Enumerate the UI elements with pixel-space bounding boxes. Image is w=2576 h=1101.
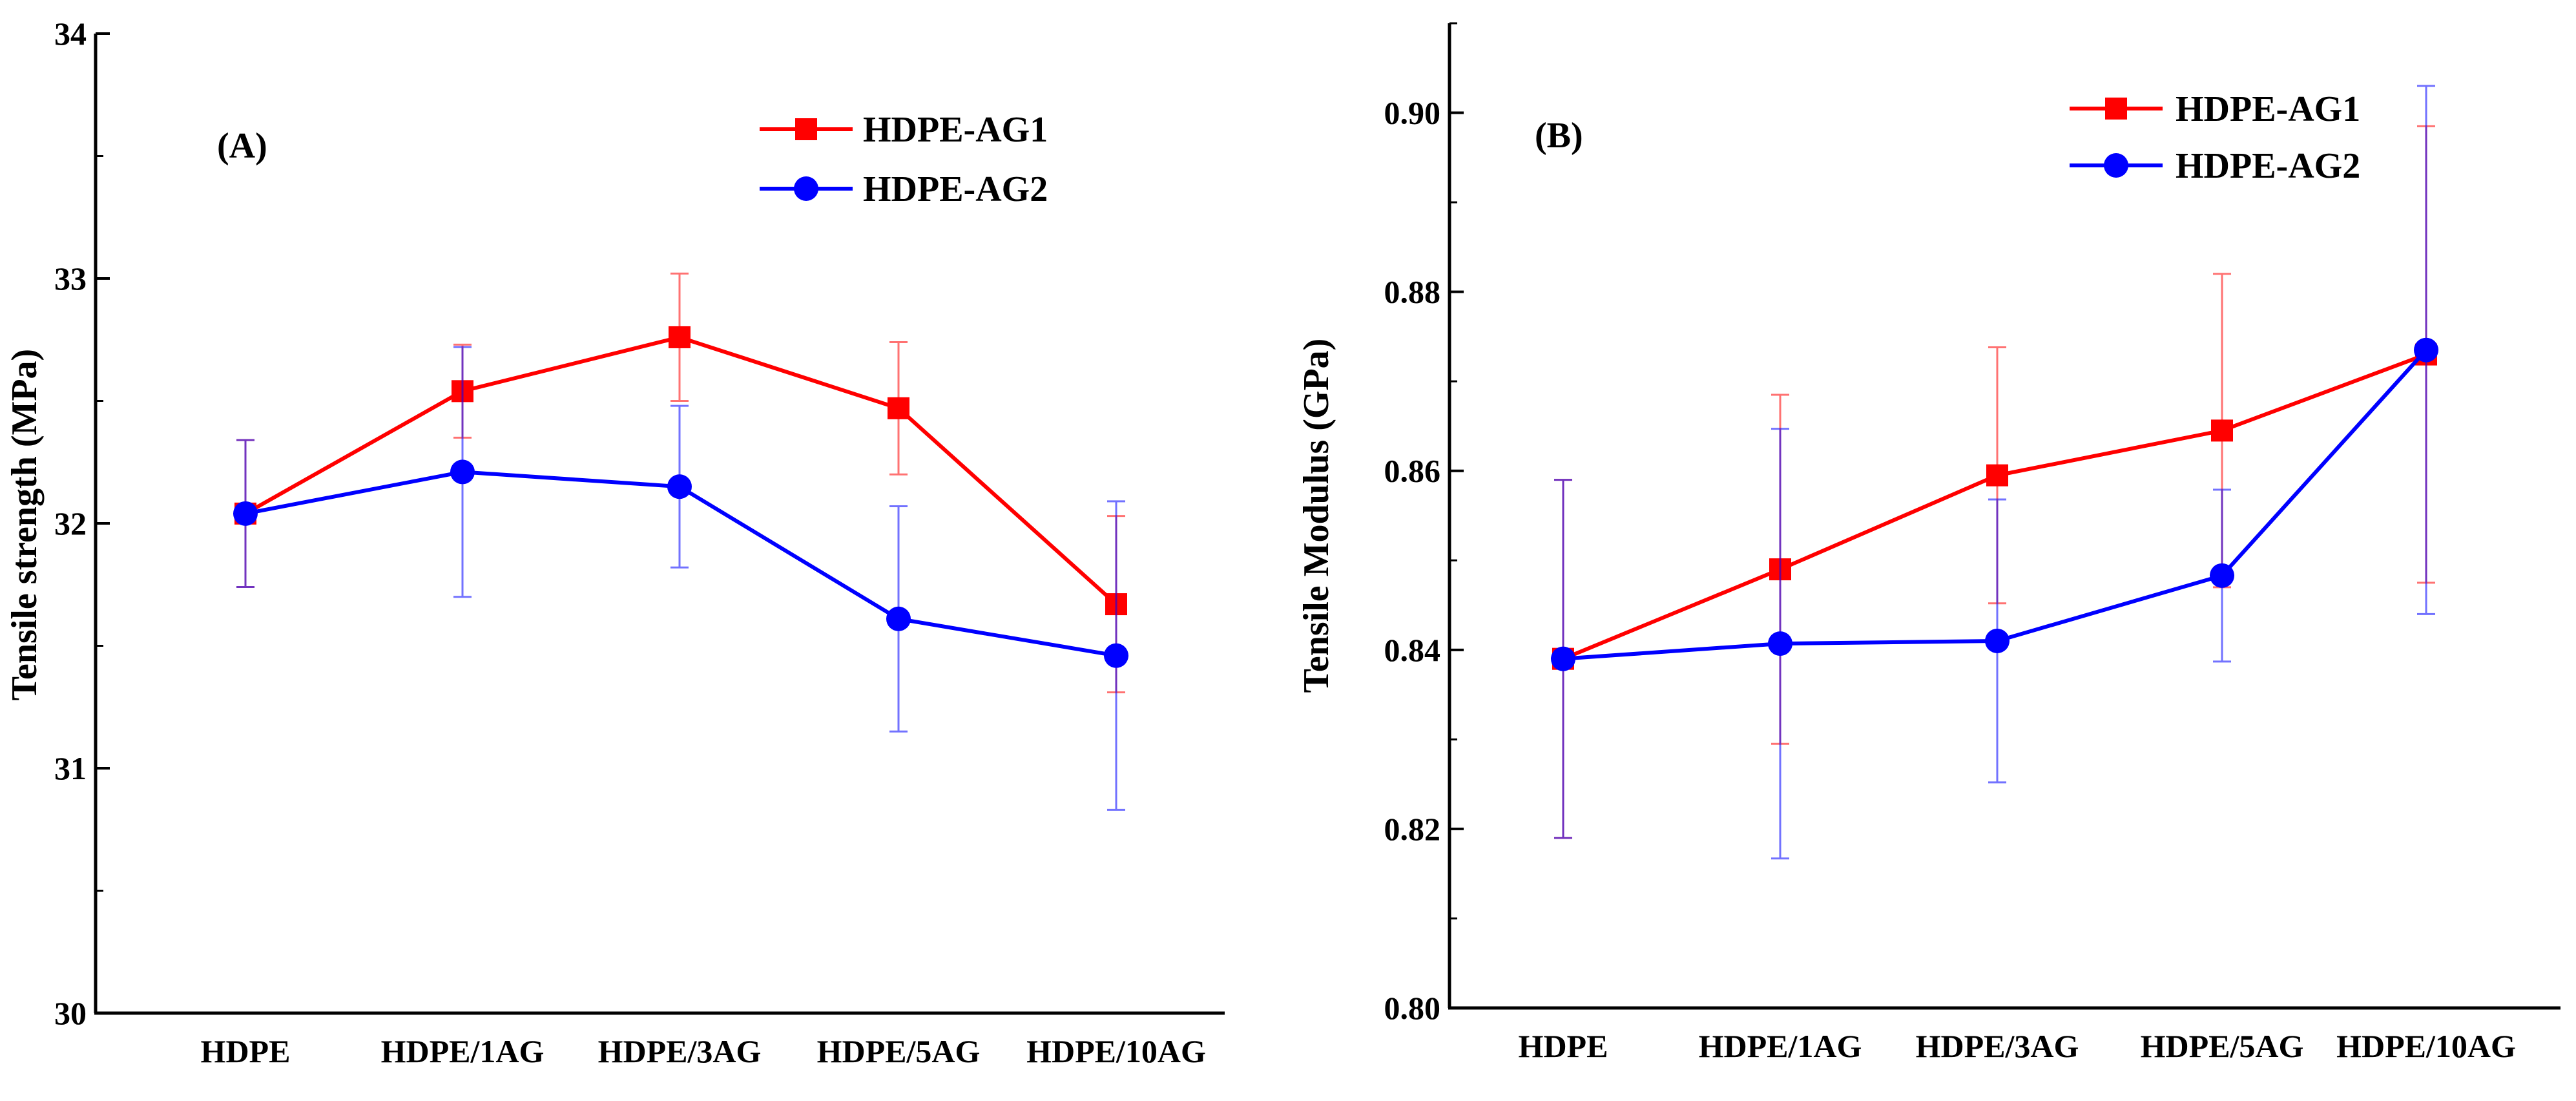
y-tick-label: 0.86	[1384, 453, 1441, 489]
legend-label: HDPE-AG2	[863, 169, 1048, 209]
legend-marker	[2105, 98, 2127, 120]
series-line	[244, 335, 1118, 606]
series-HDPE-AG2	[1551, 85, 2438, 860]
y-tick-label: 0.84	[1384, 632, 1441, 668]
data-point	[888, 397, 909, 419]
legend-marker	[794, 176, 818, 201]
x-tick-label: HDPE/5AG	[817, 1033, 981, 1069]
y-tick-label: 30	[54, 995, 87, 1031]
legend: HDPE-AG1 HDPE-AG2	[760, 110, 1048, 209]
x-tick-label: HDPE/3AG	[1916, 1028, 2079, 1064]
y-axis-title: Tensile Modulus (GPa)	[1296, 339, 1336, 693]
data-point	[2211, 419, 2233, 442]
data-point	[667, 474, 692, 499]
legend-item: HDPE-AG1	[760, 110, 1048, 150]
x-tick-label: HDPE	[1519, 1028, 1608, 1064]
data-point	[1768, 631, 1792, 656]
y-tick-label: 34	[54, 16, 87, 52]
x-tick-label: HDPE/10AG	[2336, 1028, 2516, 1064]
y-tick-label: 0.88	[1384, 274, 1441, 310]
data-point	[2414, 337, 2438, 362]
panel-a-tensile-strength: 30 31 32 33 34 HDPE HDPE/1AG HDPE/3AG HDPE/5AG HD…	[5, 16, 1225, 1069]
y-tick-label: 31	[54, 750, 87, 786]
series-line	[245, 470, 1117, 658]
legend-item: HDPE-AG2	[760, 169, 1048, 209]
y-tick-label: 33	[54, 260, 87, 297]
x-tick-label: HDPE/1AG	[1699, 1028, 1862, 1064]
series-line	[1562, 352, 2427, 661]
data-point	[1104, 643, 1128, 668]
series-HDPE-AG2	[233, 346, 1128, 811]
legend: HDPE-AG1 HDPE-AG2	[2070, 89, 2360, 186]
data-point	[450, 459, 475, 485]
series-line	[1563, 348, 2428, 661]
x-tick-label: HDPE/5AG	[2141, 1028, 2304, 1064]
y-tick-label: 0.82	[1384, 811, 1441, 847]
x-tick-label: HDPE/10AG	[1026, 1033, 1206, 1069]
y-axis-title: Tensile strength (MPa)	[5, 349, 45, 700]
data-point	[1986, 464, 2008, 487]
panel-label: (B)	[1535, 116, 1583, 156]
x-tick-label: HDPE/1AG	[381, 1033, 545, 1069]
legend-marker	[2104, 153, 2128, 178]
legend-label: HDPE-AG2	[2176, 146, 2360, 186]
x-tick-label: HDPE	[201, 1033, 291, 1069]
data-point	[233, 501, 258, 526]
data-point	[886, 606, 911, 631]
data-point	[1985, 628, 2010, 653]
legend-marker	[795, 118, 817, 140]
data-point	[2210, 563, 2234, 588]
x-tick-label: HDPE/3AG	[598, 1033, 762, 1069]
panel-label: (A)	[217, 126, 267, 166]
legend-item: HDPE-AG1	[2070, 89, 2360, 129]
legend-item: HDPE-AG2	[2070, 146, 2360, 186]
panel-b-tensile-modulus: 0.80 0.82 0.84 0.86 0.88 0.90 HDPE HDPE/1AG HDPE…	[1296, 22, 2560, 1064]
legend-label: HDPE-AG1	[863, 110, 1048, 150]
legend-label: HDPE-AG1	[2176, 89, 2360, 129]
y-tick-label: 32	[54, 505, 87, 541]
data-point	[669, 326, 691, 348]
y-tick-label: 0.90	[1384, 95, 1441, 131]
data-point	[1551, 646, 1575, 671]
y-tick-label: 0.80	[1384, 990, 1441, 1026]
